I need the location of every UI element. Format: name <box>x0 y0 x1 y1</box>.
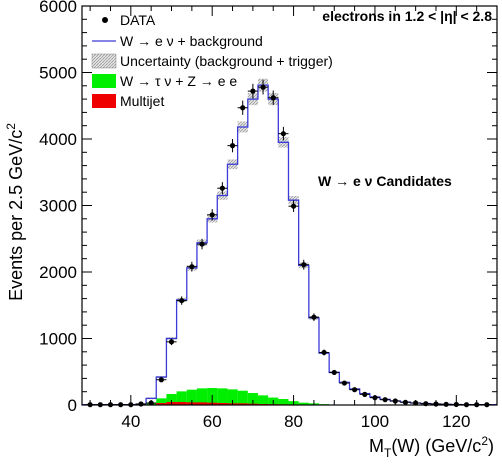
multijet-bar <box>237 403 248 405</box>
data-point <box>331 369 337 376</box>
data-point <box>209 212 215 218</box>
data-point <box>270 95 276 101</box>
data-point <box>158 377 164 383</box>
data-point <box>382 397 388 403</box>
wtau-zee-bar <box>156 398 167 405</box>
multijet-bar <box>176 402 187 405</box>
y-tick-label: 3000 <box>39 197 77 216</box>
wtau-zee-bar <box>257 395 269 405</box>
x-tick-label: 60 <box>203 412 222 431</box>
y-tick-label: 0 <box>68 396 77 415</box>
multijet-bar <box>196 402 208 405</box>
wtau-zee-bar <box>176 391 187 405</box>
x-tick-label: 100 <box>361 412 389 431</box>
axes: 40 60 80 100 120 0 1000 2000 3000 4000 5000 6000 <box>39 0 498 431</box>
mc-curve <box>82 78 497 406</box>
x-tick-label: 80 <box>284 412 303 431</box>
data-point <box>351 387 358 393</box>
legend-label-mc: W → e ν + background <box>120 33 263 49</box>
candidates-annotation: W → e ν Candidates <box>318 173 452 189</box>
y-tick-label: 5000 <box>39 64 77 83</box>
x-tick-label: 40 <box>121 412 140 431</box>
legend-swatch-wtau-zee <box>92 74 116 88</box>
y-tick-label: 1000 <box>39 330 77 349</box>
legend-swatch-multijet <box>92 94 116 108</box>
data-point <box>250 88 256 94</box>
data-point <box>402 399 409 405</box>
wtau-zee-bar <box>196 388 208 405</box>
legend-label-uncertainty: Uncertainty (background + trigger) <box>120 53 333 69</box>
y-tick-label: 6000 <box>39 0 77 16</box>
region-annotation: electrons in 1.2 < |η| < 2.8 <box>322 8 492 24</box>
data-point <box>189 264 195 270</box>
stacked-fills <box>146 388 340 405</box>
x-tick-label: 120 <box>442 412 470 431</box>
data-point <box>362 391 368 397</box>
data-point <box>290 203 297 209</box>
wtau-zee-bar <box>237 390 248 405</box>
data-point <box>301 262 307 268</box>
multijet-bar <box>217 403 228 405</box>
wtau-zee-bar <box>166 394 177 405</box>
data-points <box>85 79 492 408</box>
legend: DATA W → e ν + background Uncertainty (b… <box>91 12 333 109</box>
x-axis-title: MT(W) (GeV/c2) <box>369 434 494 460</box>
legend-marker-data <box>102 17 108 23</box>
data-point <box>229 143 236 149</box>
legend-label-data: DATA <box>120 12 156 28</box>
legend-swatch-uncertainty <box>91 53 117 69</box>
data-point <box>280 131 286 137</box>
legend-label-wtau-zee: W → τ ν + Z → e e <box>120 73 237 89</box>
data-point <box>199 241 205 247</box>
wtau-zee-bar <box>278 399 289 405</box>
wtau-zee-bar <box>227 389 238 405</box>
y-axis-title: Events per 2.5 GeV/c2 <box>4 123 26 301</box>
data-point <box>240 105 246 111</box>
data-point <box>260 84 266 90</box>
wtau-zee-bar <box>247 393 258 405</box>
data-point <box>219 185 225 191</box>
mc-step-line <box>82 84 497 406</box>
legend-label-multijet: Multijet <box>120 93 164 109</box>
data-point <box>443 401 449 407</box>
data-point <box>311 314 317 320</box>
y-tick-label: 2000 <box>39 263 77 282</box>
wtau-zee-bar <box>298 402 309 405</box>
multijet-bar <box>156 403 167 405</box>
y-tick-label: 4000 <box>39 130 77 149</box>
data-point <box>179 297 185 304</box>
wtau-zee-bar <box>217 388 228 405</box>
data-point <box>341 380 348 386</box>
data-point <box>138 401 144 407</box>
data-point <box>168 339 175 345</box>
data-point <box>321 349 327 356</box>
wtau-zee-bar <box>186 389 197 405</box>
